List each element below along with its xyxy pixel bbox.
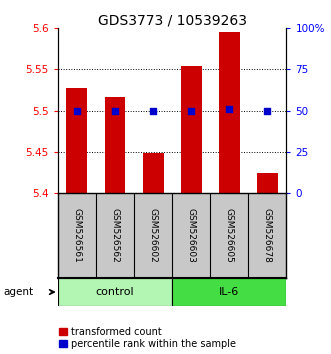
Bar	[181, 66, 202, 193]
Bar	[105, 97, 125, 193]
Text: GSM526678: GSM526678	[263, 208, 272, 263]
Bar	[172, 278, 286, 306]
Point	[226, 106, 232, 112]
Point	[264, 108, 270, 113]
Text: agent: agent	[3, 287, 33, 297]
Point	[188, 108, 194, 113]
Bar	[58, 278, 172, 306]
Title: GDS3773 / 10539263: GDS3773 / 10539263	[98, 13, 247, 27]
Bar	[257, 173, 278, 193]
Text: GSM526561: GSM526561	[72, 208, 81, 263]
Text: IL-6: IL-6	[219, 287, 239, 297]
Text: control: control	[96, 287, 134, 297]
Point	[150, 108, 156, 113]
Point	[112, 108, 118, 113]
Text: GSM526605: GSM526605	[225, 208, 234, 263]
Bar	[219, 33, 240, 193]
Legend: transformed count, percentile rank within the sample: transformed count, percentile rank withi…	[60, 327, 236, 349]
Text: GSM526603: GSM526603	[187, 208, 196, 263]
Bar	[143, 153, 164, 193]
Point	[74, 108, 79, 113]
Text: GSM526602: GSM526602	[149, 208, 158, 263]
Text: GSM526562: GSM526562	[111, 208, 119, 263]
Bar	[67, 87, 87, 193]
